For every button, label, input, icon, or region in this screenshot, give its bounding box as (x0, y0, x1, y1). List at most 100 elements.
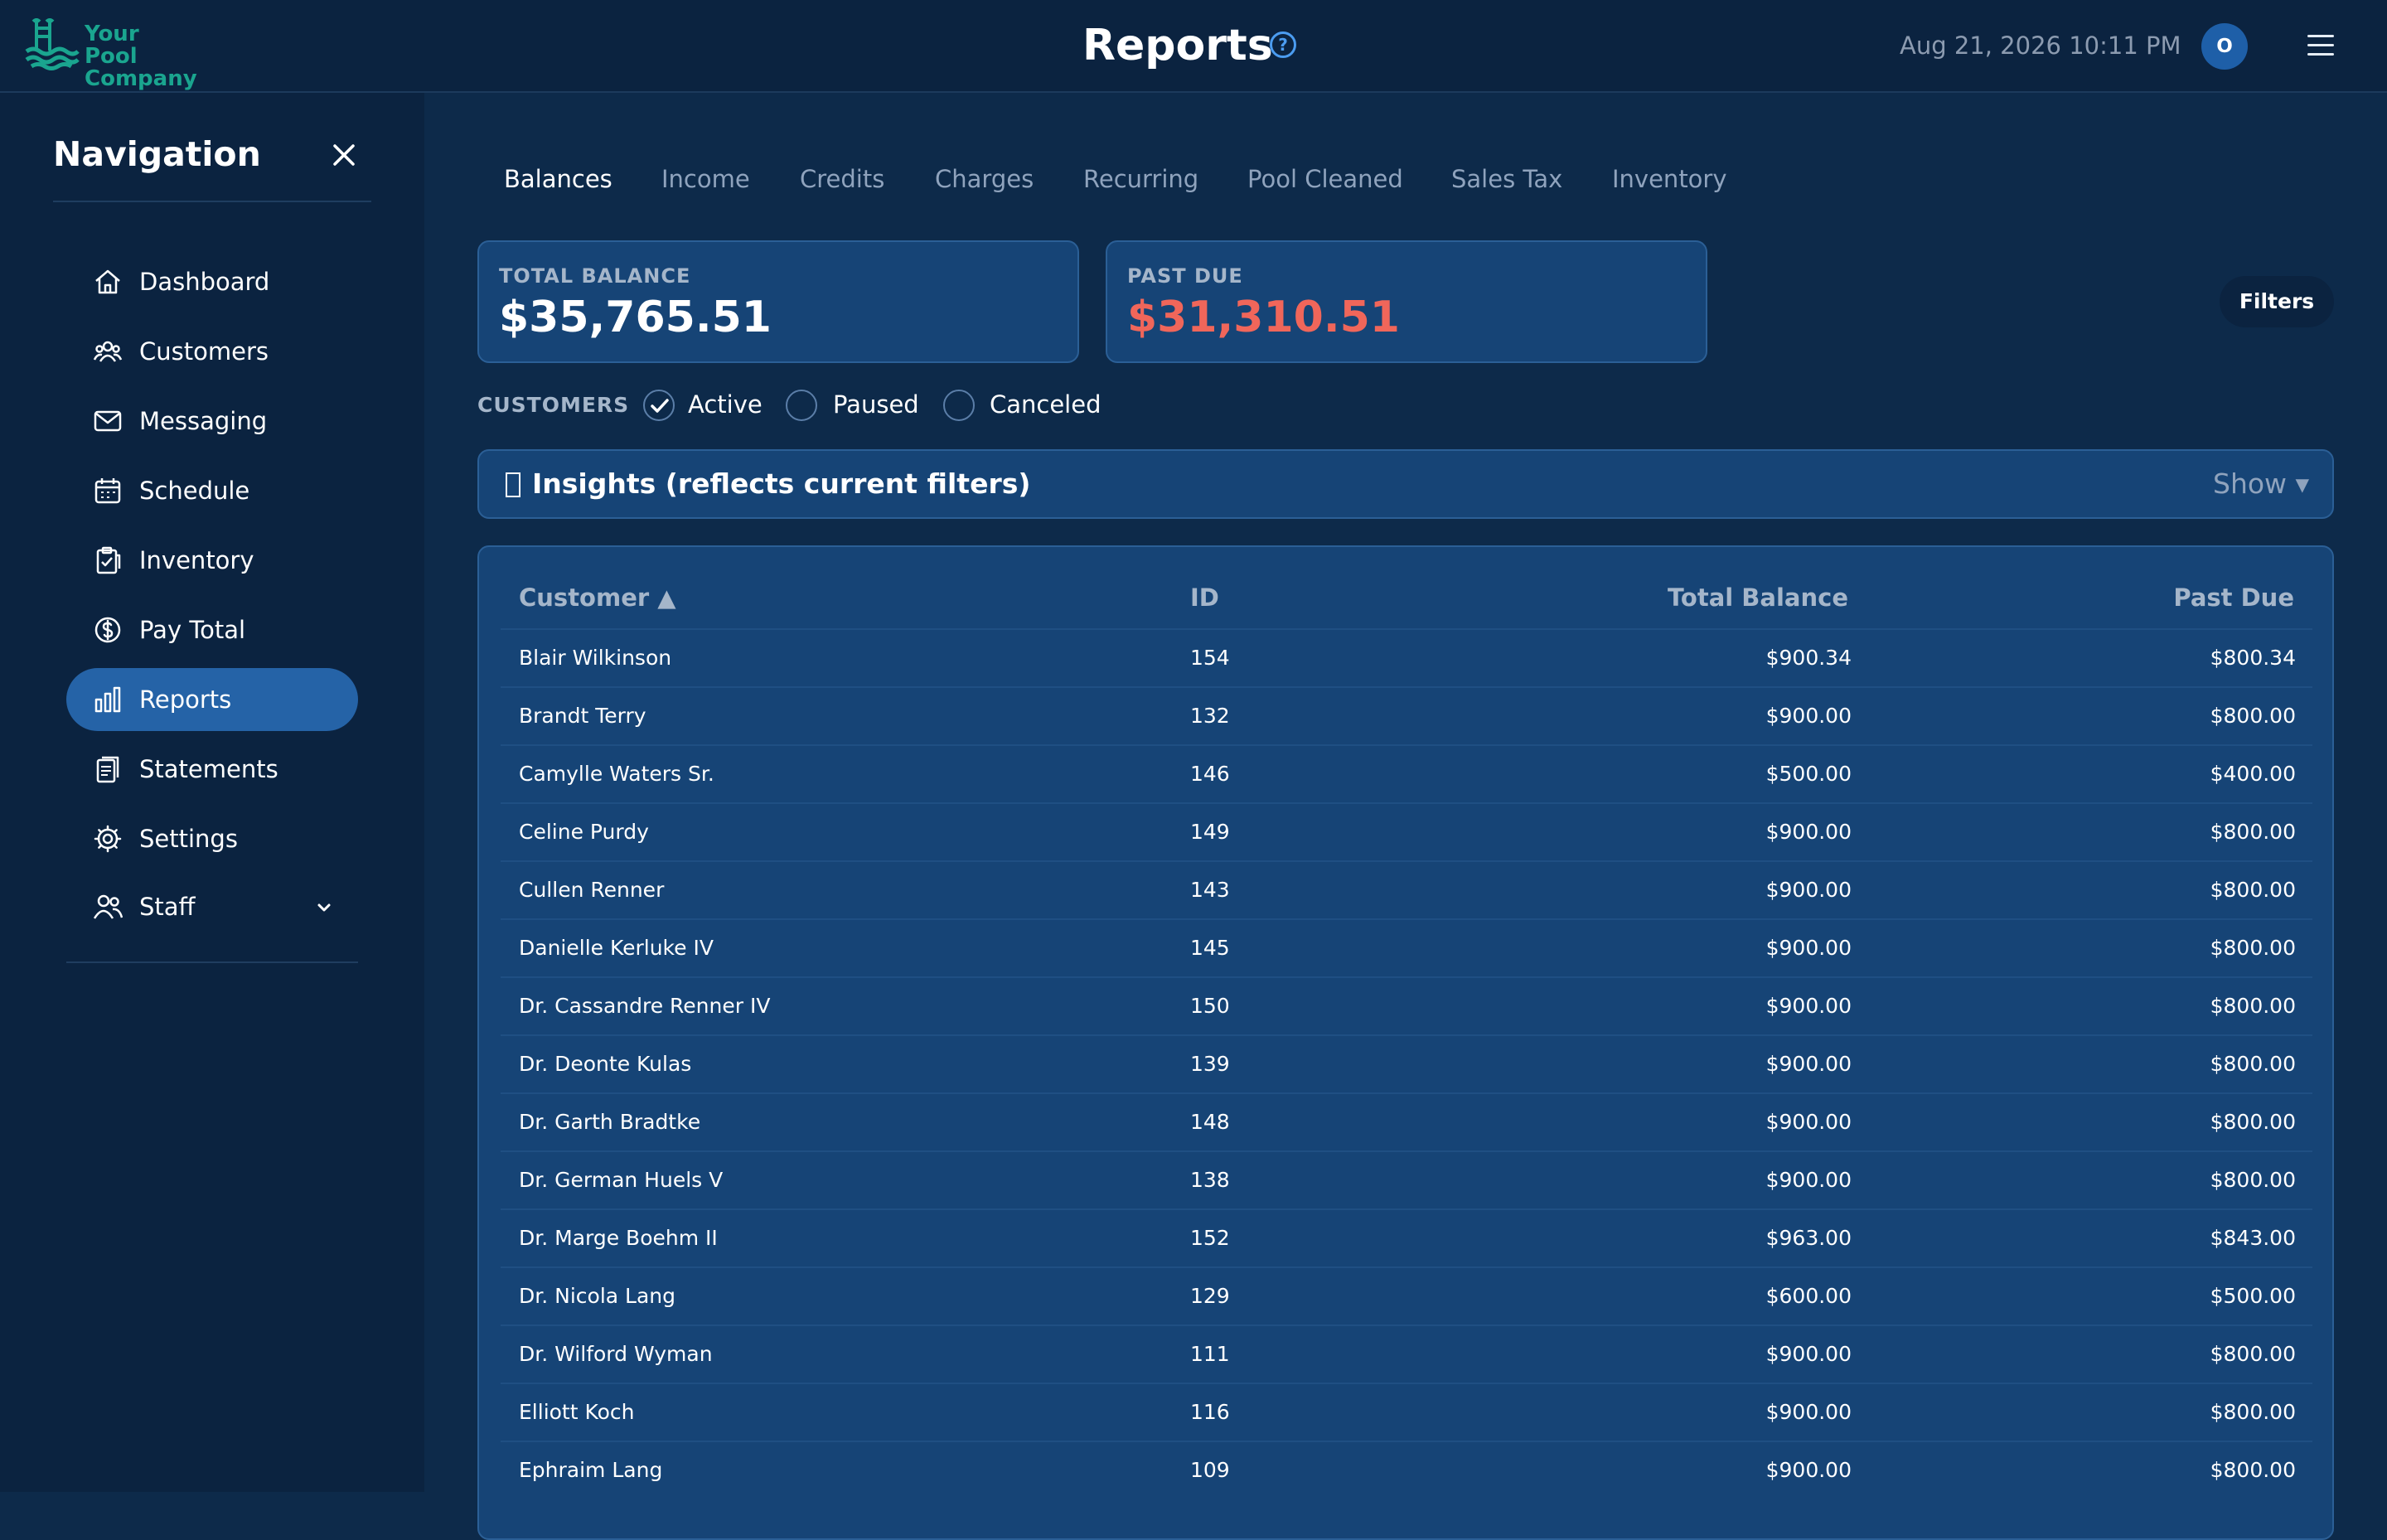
past-due-value: $31,310.51 (1127, 293, 1400, 342)
table-row[interactable]: Dr. Marge Boehm II 152 $963.00 $843.00 (501, 1208, 2312, 1266)
cell-customer: Blair Wilkinson (519, 646, 672, 670)
cell-id: 109 (1190, 1458, 1230, 1482)
table-row[interactable]: Blair Wilkinson 154 $900.34 $800.34 (501, 628, 2312, 686)
column-header-customer[interactable]: Customer ▲ (519, 584, 676, 612)
cell-id: 148 (1190, 1110, 1230, 1134)
hamburger-menu-icon[interactable] (2307, 35, 2334, 56)
total-balance-label: TOTAL BALANCE (499, 264, 691, 288)
tab-sales-tax[interactable]: Sales Tax (1451, 165, 1563, 193)
cell-past-due: $800.00 (2210, 1458, 2296, 1482)
table-row[interactable]: Dr. Nicola Lang 129 $600.00 $500.00 (501, 1266, 2312, 1324)
column-header-id[interactable]: ID (1190, 584, 1219, 612)
cell-total-balance: $600.00 (1765, 1284, 1852, 1308)
sidebar-item-messaging[interactable]: Messaging (66, 390, 358, 453)
sidebar-item-inventory[interactable]: Inventory (66, 529, 358, 592)
cell-customer: Dr. Marge Boehm II (519, 1226, 718, 1250)
sidebar-item-pay-total[interactable]: Pay Total (66, 598, 358, 661)
past-due-label: PAST DUE (1127, 264, 1243, 288)
sidebar-item-customers[interactable]: Customers (66, 320, 358, 383)
cell-total-balance: $500.00 (1765, 762, 1852, 786)
cell-total-balance: $900.00 (1765, 1110, 1852, 1134)
total-balance-value: $35,765.51 (499, 293, 772, 342)
lightbulb-icon (506, 472, 520, 497)
cell-past-due: $800.00 (2210, 878, 2296, 902)
tab-charges[interactable]: Charges (935, 165, 1034, 193)
cell-id: 139 (1190, 1052, 1230, 1076)
close-icon[interactable] (330, 141, 358, 169)
paused-option-label[interactable]: Paused (833, 390, 919, 419)
company-logo[interactable]: Your Pool Company (25, 18, 197, 90)
table-row[interactable]: Dr. Deonte Kulas 139 $900.00 $800.00 (501, 1034, 2312, 1092)
sidebar-item-reports[interactable]: Reports (66, 668, 358, 731)
cell-past-due: $800.00 (2210, 1052, 2296, 1076)
cell-id: 138 (1190, 1168, 1230, 1192)
cell-id: 116 (1190, 1400, 1230, 1424)
table-row[interactable]: Cullen Renner 143 $900.00 $800.00 (501, 860, 2312, 918)
cell-id: 150 (1190, 994, 1230, 1018)
table-row[interactable]: Brandt Terry 132 $900.00 $800.00 (501, 686, 2312, 744)
cell-customer: Dr. German Huels V (519, 1168, 724, 1192)
table-row[interactable]: Celine Purdy 149 $900.00 $800.00 (501, 802, 2312, 860)
home-icon (95, 269, 120, 294)
cell-id: 154 (1190, 646, 1230, 670)
table-row[interactable]: Dr. Garth Bradtke 148 $900.00 $800.00 (501, 1092, 2312, 1150)
active-option-label[interactable]: Active (688, 390, 763, 419)
sidebar-item-label: Pay Total (139, 616, 246, 644)
tab-inventory[interactable]: Inventory (1612, 165, 1727, 193)
cell-past-due: $843.00 (2210, 1226, 2296, 1250)
cell-past-due: $800.34 (2210, 646, 2296, 670)
column-header-total-balance[interactable]: Total Balance (1667, 584, 1848, 612)
sidebar-item-label: Customers (139, 337, 269, 366)
table-row[interactable]: Ephraim Lang 109 $900.00 $800.00 (501, 1441, 2312, 1499)
paused-checkbox[interactable] (786, 390, 817, 421)
insights-panel[interactable]: Insights (reflects current filters) Show… (477, 449, 2334, 519)
table-row[interactable]: Elliott Koch 116 $900.00 $800.00 (501, 1383, 2312, 1441)
cell-id: 132 (1190, 704, 1230, 728)
cell-customer: Dr. Nicola Lang (519, 1284, 675, 1308)
tab-pool-cleaned[interactable]: Pool Cleaned (1247, 165, 1403, 193)
tab-credits[interactable]: Credits (800, 165, 885, 193)
table-row[interactable]: Dr. Wilford Wyman 111 $900.00 $800.00 (501, 1324, 2312, 1383)
cell-total-balance: $900.00 (1765, 820, 1852, 844)
sidebar-item-settings[interactable]: Settings (66, 807, 358, 870)
tab-recurring[interactable]: Recurring (1083, 165, 1199, 193)
cell-id: 149 (1190, 820, 1230, 844)
user-avatar[interactable]: O (2201, 23, 2248, 70)
table-row[interactable]: Dr. Cassandre Renner IV 150 $900.00 $800.00 (501, 976, 2312, 1034)
past-due-card: PAST DUE $31,310.51 (1106, 240, 1707, 363)
canceled-checkbox[interactable] (943, 390, 975, 421)
cell-customer: Ephraim Lang (519, 1458, 663, 1482)
cell-customer: Camylle Waters Sr. (519, 762, 714, 786)
canceled-option-label[interactable]: Canceled (990, 390, 1102, 419)
table-row[interactable]: Danielle Kerluke IV 145 $900.00 $800.00 (501, 918, 2312, 976)
chevron-down-icon[interactable] (315, 898, 333, 917)
active-checkbox[interactable] (643, 390, 675, 421)
sidebar-item-dashboard[interactable]: Dashboard (66, 250, 358, 313)
users-icon (93, 341, 123, 362)
cell-past-due: $800.00 (2210, 936, 2296, 960)
help-circle-icon[interactable]: ? (1270, 31, 1296, 58)
column-header-past-due[interactable]: Past Due (2173, 584, 2294, 612)
sidebar-item-label: Settings (139, 825, 238, 853)
cell-past-due: $800.00 (2210, 1110, 2296, 1134)
cell-total-balance: $900.00 (1765, 994, 1852, 1018)
sidebar-item-statements[interactable]: Statements (66, 738, 358, 801)
cell-customer: Dr. Deonte Kulas (519, 1052, 692, 1076)
sidebar-item-label: Schedule (139, 477, 250, 505)
insights-show-toggle[interactable]: Show ▾ (2213, 467, 2310, 500)
sidebar-item-staff[interactable]: Staff (66, 875, 358, 938)
table-row[interactable]: Camylle Waters Sr. 146 $500.00 $400.00 (501, 744, 2312, 802)
table-row[interactable]: Dr. German Huels V 138 $900.00 $800.00 (501, 1150, 2312, 1208)
cell-past-due: $800.00 (2210, 1168, 2296, 1192)
sidebar-item-schedule[interactable]: Schedule (66, 459, 358, 522)
mail-icon (94, 410, 122, 432)
tab-income[interactable]: Income (661, 165, 750, 193)
document-stack-icon (96, 756, 119, 783)
sidebar-divider (53, 201, 371, 202)
cell-total-balance: $900.00 (1765, 936, 1852, 960)
cell-customer: Elliott Koch (519, 1400, 635, 1424)
bar-chart-icon (94, 686, 121, 713)
filters-button[interactable]: Filters (2220, 276, 2334, 327)
tab-balances[interactable]: Balances (504, 165, 612, 193)
sidebar-item-label: Inventory (139, 546, 254, 574)
